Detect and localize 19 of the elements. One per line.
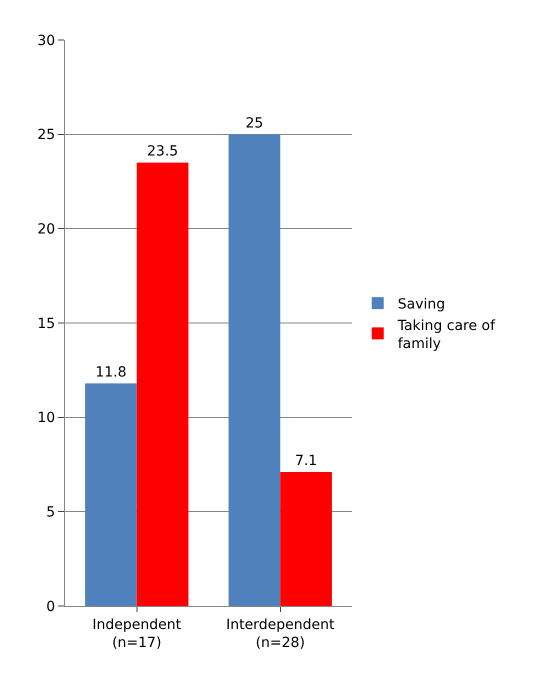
x-tick-label: Independent (n=17) (92, 616, 182, 651)
y-tick-label: 30 (37, 32, 56, 49)
data-label: 11.8 (95, 364, 127, 380)
bar (228, 134, 280, 606)
y-tick-label: 10 (37, 410, 56, 426)
legend-label: Taking care of family (396, 318, 496, 352)
bar (85, 383, 137, 606)
y-tick-label: 25 (37, 127, 56, 144)
data-label: 7.1 (294, 453, 318, 470)
y-tick-label: 0 (46, 598, 56, 615)
legend-label: Saving (398, 296, 446, 313)
y-tick-label: 15 (37, 316, 56, 332)
data-label: 25 (246, 115, 264, 132)
y-tick-label: 5 (46, 504, 56, 521)
x-tick-label: Interdependent (n=28) (226, 616, 335, 651)
data-label: 23.5 (146, 144, 178, 160)
bar (136, 162, 188, 606)
y-tick-label: 20 (37, 222, 56, 238)
bar (280, 472, 332, 606)
